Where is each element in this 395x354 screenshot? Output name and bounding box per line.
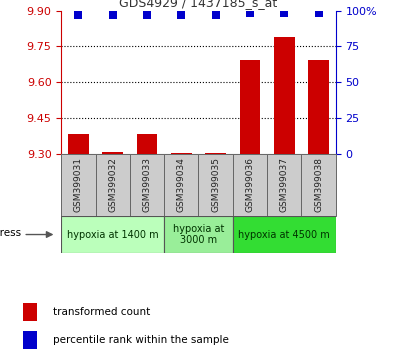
Bar — [61, 154, 96, 216]
Point — [144, 12, 150, 18]
Bar — [68, 134, 89, 154]
Bar — [198, 154, 233, 216]
Bar — [61, 216, 164, 253]
Text: GSM399032: GSM399032 — [108, 158, 117, 212]
Bar — [171, 153, 192, 154]
Bar — [23, 331, 37, 349]
Bar — [240, 59, 260, 154]
Text: stress: stress — [0, 228, 21, 238]
Point — [247, 11, 253, 16]
Text: hypoxia at 4500 m: hypoxia at 4500 m — [239, 229, 330, 240]
Point — [178, 12, 184, 18]
Text: transformed count: transformed count — [53, 307, 150, 317]
Text: GSM399034: GSM399034 — [177, 158, 186, 212]
Text: GSM399033: GSM399033 — [143, 158, 152, 212]
Bar — [308, 59, 329, 154]
Bar — [233, 154, 267, 216]
Text: GSM399037: GSM399037 — [280, 158, 289, 212]
Point — [316, 11, 322, 16]
Title: GDS4929 / 1437185_s_at: GDS4929 / 1437185_s_at — [119, 0, 278, 10]
Bar — [274, 37, 295, 154]
Bar — [301, 154, 336, 216]
Bar — [233, 216, 336, 253]
Bar — [137, 134, 157, 154]
Bar — [23, 303, 37, 321]
Text: GSM399038: GSM399038 — [314, 158, 323, 212]
Bar — [164, 216, 233, 253]
Bar — [267, 154, 301, 216]
Bar — [130, 154, 164, 216]
Bar — [96, 154, 130, 216]
Text: hypoxia at
3000 m: hypoxia at 3000 m — [173, 224, 224, 245]
Point — [213, 12, 219, 18]
Bar — [205, 153, 226, 154]
Point — [75, 12, 81, 18]
Point — [281, 11, 288, 16]
Bar — [102, 152, 123, 154]
Bar — [164, 154, 199, 216]
Text: GSM399031: GSM399031 — [74, 158, 83, 212]
Text: hypoxia at 1400 m: hypoxia at 1400 m — [67, 229, 158, 240]
Point — [109, 12, 116, 18]
Text: GSM399035: GSM399035 — [211, 158, 220, 212]
Text: percentile rank within the sample: percentile rank within the sample — [53, 335, 229, 346]
Text: GSM399036: GSM399036 — [245, 158, 254, 212]
